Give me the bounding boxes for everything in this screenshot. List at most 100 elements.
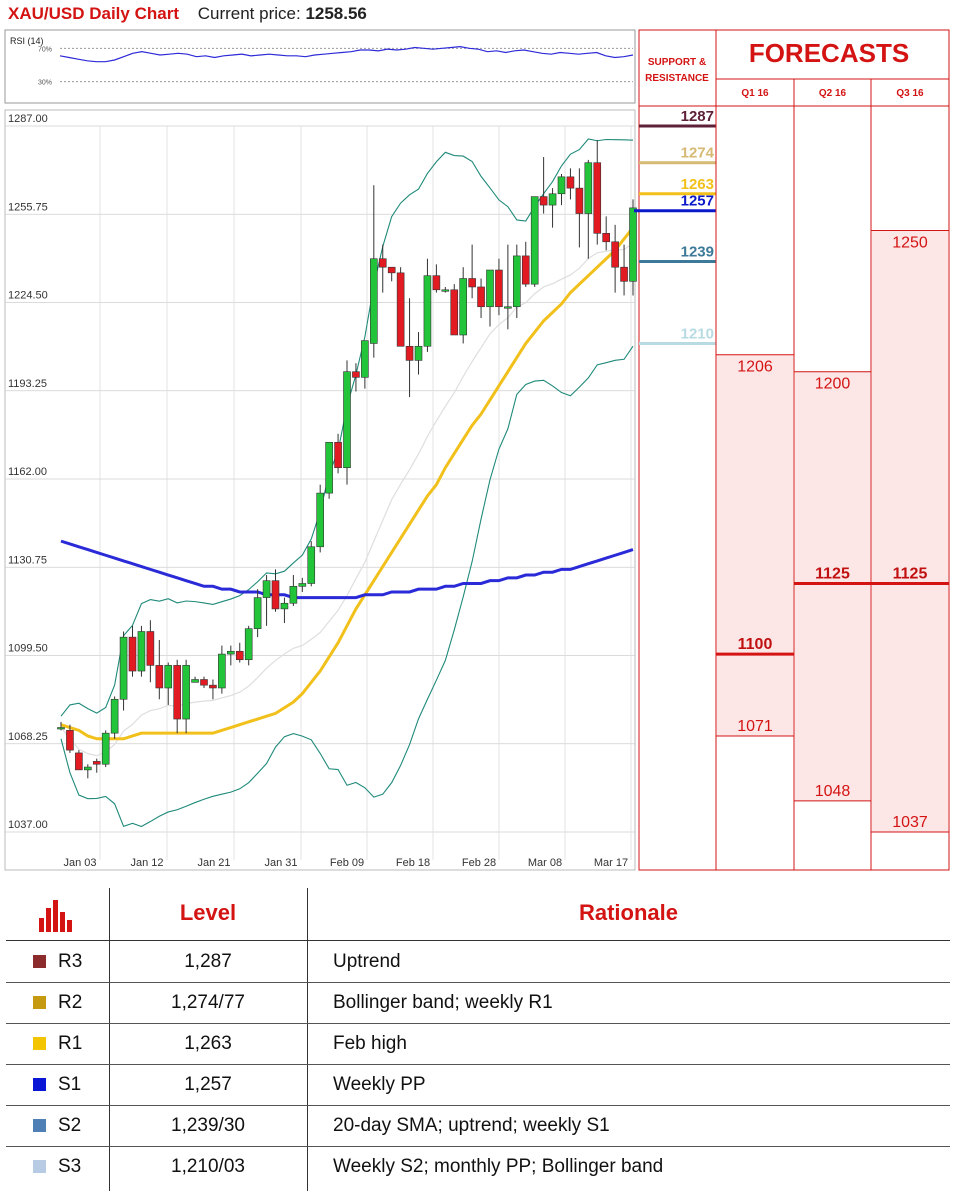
y-tick-label: 1255.75 bbox=[8, 201, 48, 213]
candle-body bbox=[459, 278, 467, 336]
chart-area: RSI (14)70% 30% 1287.00 1255.75 1224.50 1193.… bbox=[4, 29, 950, 871]
sr-level-label: 1239 bbox=[681, 244, 714, 261]
candle-body bbox=[486, 269, 494, 308]
candle-body bbox=[548, 193, 557, 206]
y-tick-label: 1193.25 bbox=[8, 378, 47, 390]
candle-body bbox=[173, 665, 181, 720]
candle-body bbox=[629, 207, 637, 282]
level-value: 1,239/30 bbox=[171, 1114, 245, 1136]
candle-body bbox=[200, 679, 208, 686]
candle-body bbox=[101, 732, 110, 765]
candle-body bbox=[119, 636, 128, 700]
candle-body bbox=[405, 345, 414, 361]
y-tick-label: 1068.25 bbox=[8, 731, 48, 743]
x-tick-label: Jan 21 bbox=[197, 857, 230, 869]
level-color-swatch bbox=[33, 1160, 46, 1173]
level-header: Level bbox=[179, 900, 237, 925]
level-rationale: Bollinger band; weekly R1 bbox=[333, 991, 553, 1013]
forecast-col-header: Q1 16 bbox=[741, 88, 769, 99]
rsi-line bbox=[59, 46, 634, 63]
x-tick-label: Jan 03 bbox=[63, 857, 96, 869]
forecast-col-header: Q2 16 bbox=[819, 88, 847, 99]
candle-body bbox=[539, 196, 548, 206]
candle-body bbox=[262, 580, 271, 598]
x-tick-label: Feb 28 bbox=[462, 857, 496, 869]
y-tick-label: 1130.75 bbox=[8, 554, 47, 566]
level-color-swatch bbox=[33, 1037, 46, 1050]
candle-body bbox=[611, 241, 619, 268]
forecast-low-label: 1048 bbox=[815, 783, 851, 800]
candle-body bbox=[521, 255, 530, 285]
sr-level-label: 1263 bbox=[681, 176, 714, 193]
candle-body bbox=[504, 306, 512, 309]
candle-body bbox=[352, 371, 360, 378]
level-value: 1,287 bbox=[184, 950, 232, 972]
rationale-header: Rationale bbox=[578, 900, 679, 925]
forecast-high-label: 1250 bbox=[892, 234, 928, 251]
level-key: S2 bbox=[58, 1114, 82, 1136]
x-tick-label: Feb 09 bbox=[330, 857, 364, 869]
candle-body bbox=[75, 752, 83, 771]
candle-body bbox=[593, 162, 602, 234]
y-tick-label: 1162.00 bbox=[8, 466, 47, 478]
rsi-level-label: 30% bbox=[38, 80, 52, 87]
table-divider bbox=[109, 888, 110, 1191]
level-key: S1 bbox=[58, 1073, 82, 1095]
forecast-range-box bbox=[717, 354, 793, 736]
table-row-divider bbox=[6, 1146, 950, 1147]
price-value: 1258.56 bbox=[305, 4, 367, 23]
sma-200-line bbox=[60, 539, 634, 600]
candle-body bbox=[235, 650, 244, 661]
level-value: 1,257 bbox=[184, 1073, 232, 1095]
candle-body bbox=[182, 665, 190, 720]
candle-body bbox=[218, 653, 226, 689]
candle-body bbox=[325, 441, 333, 494]
level-rationale: Feb high bbox=[333, 1032, 407, 1054]
candle-body bbox=[66, 730, 74, 751]
y-tick-label: 1287.00 bbox=[8, 113, 48, 125]
level-rationale: Weekly S2; monthly PP; Bollinger band bbox=[333, 1155, 664, 1177]
candle-body bbox=[495, 269, 503, 308]
candle-body bbox=[316, 492, 324, 548]
level-color-swatch bbox=[33, 955, 46, 968]
x-tick-label: Mar 08 bbox=[528, 857, 562, 869]
rsi-label: RSI (14) bbox=[10, 36, 44, 46]
sma-50-line bbox=[60, 226, 635, 741]
candle-body bbox=[361, 340, 369, 378]
sr-level-label: 1287 bbox=[681, 108, 714, 125]
sr-level-label: 1257 bbox=[681, 193, 714, 210]
forecast-range-box bbox=[795, 371, 870, 801]
candle-body bbox=[92, 761, 101, 765]
candle-body bbox=[137, 631, 146, 672]
candle-body bbox=[164, 665, 173, 689]
candle-body bbox=[271, 580, 280, 610]
forecast-low-label: 1037 bbox=[892, 814, 928, 831]
candle-body bbox=[244, 628, 253, 661]
chart-title: XAU/USD Daily Chart Current price: 1258.… bbox=[8, 4, 367, 24]
candle-body bbox=[84, 766, 92, 771]
table-divider bbox=[307, 888, 308, 1191]
forecast-mid-label: 1100 bbox=[738, 636, 773, 653]
table-row-divider bbox=[6, 982, 950, 983]
candle-body bbox=[414, 345, 423, 361]
candle-body bbox=[387, 266, 396, 274]
level-value: 1,263 bbox=[184, 1032, 232, 1054]
candle-body bbox=[602, 233, 610, 243]
x-tick-label: Feb 18 bbox=[396, 857, 430, 869]
bollinger-lower-line bbox=[60, 345, 634, 828]
table-row-divider bbox=[6, 1064, 950, 1065]
level-color-swatch bbox=[33, 1078, 46, 1091]
level-color-swatch bbox=[33, 996, 46, 1009]
rsi-level-label: 70% bbox=[38, 46, 52, 53]
candle-body bbox=[584, 162, 593, 214]
candle-body bbox=[343, 371, 351, 469]
candle-body bbox=[370, 258, 378, 344]
forecast-high-label: 1200 bbox=[815, 376, 851, 393]
candle-body bbox=[441, 289, 450, 292]
rsi-panel bbox=[4, 29, 636, 104]
sr-level-label: 1210 bbox=[681, 325, 714, 342]
level-key: S3 bbox=[58, 1155, 82, 1177]
candle-body bbox=[209, 684, 217, 689]
candle-body bbox=[575, 187, 584, 214]
candle-body bbox=[110, 698, 119, 734]
